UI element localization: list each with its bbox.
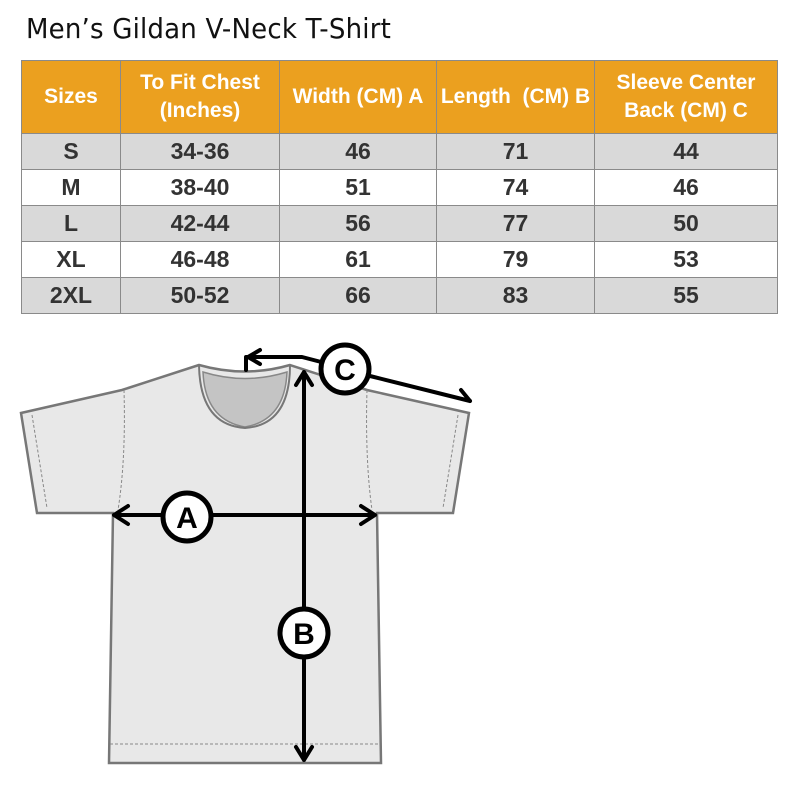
sleeve-arrow bbox=[244, 348, 472, 403]
label-a: A bbox=[176, 502, 198, 535]
header-chest: To Fit Chest (Inches) bbox=[120, 60, 280, 134]
cell-length: 77 bbox=[436, 205, 595, 242]
table-row: XL 46-48 61 79 53 bbox=[21, 241, 778, 278]
cell-chest: 50-52 bbox=[120, 277, 280, 314]
cell-size: S bbox=[21, 133, 121, 170]
header-length: Length (CM) B bbox=[436, 60, 595, 134]
cell-length: 83 bbox=[436, 277, 595, 314]
table-row: L 42-44 56 77 50 bbox=[21, 205, 778, 242]
table-row: 2XL 50-52 66 83 55 bbox=[21, 277, 778, 314]
cell-width: 51 bbox=[279, 169, 437, 206]
label-c-marker: C bbox=[318, 342, 372, 396]
header-sizes: Sizes bbox=[21, 60, 121, 134]
header-sleeve-label: Sleeve Center Back (CM) C bbox=[616, 70, 756, 122]
cell-width: 61 bbox=[279, 241, 437, 278]
header-sleeve: Sleeve Center Back (CM) C bbox=[594, 60, 778, 134]
cell-chest: 46-48 bbox=[120, 241, 280, 278]
cell-sleeve: 53 bbox=[594, 241, 778, 278]
cell-width: 56 bbox=[279, 205, 437, 242]
tshirt-outline bbox=[19, 363, 471, 765]
cell-length: 71 bbox=[436, 133, 595, 170]
cell-sleeve: 55 bbox=[594, 277, 778, 314]
label-b-marker: B bbox=[277, 606, 331, 660]
width-arrow bbox=[112, 504, 377, 526]
cell-chest: 38-40 bbox=[120, 169, 280, 206]
header-width: Width (CM) A bbox=[279, 60, 437, 134]
cell-length: 79 bbox=[436, 241, 595, 278]
table-row: S 34-36 46 71 44 bbox=[21, 133, 778, 170]
header-length-label: Length (CM) B bbox=[440, 84, 591, 108]
cell-size: 2XL bbox=[21, 277, 121, 314]
cell-sleeve: 44 bbox=[594, 133, 778, 170]
label-c: C bbox=[334, 354, 356, 387]
header-row: Sizes To Fit Chest (Inches) Width (CM) A… bbox=[21, 60, 778, 134]
length-arrow bbox=[294, 370, 314, 762]
cell-size: L bbox=[21, 205, 121, 242]
cell-width: 66 bbox=[279, 277, 437, 314]
cell-chest: 34-36 bbox=[120, 133, 280, 170]
cell-size: XL bbox=[21, 241, 121, 278]
cell-sleeve: 46 bbox=[594, 169, 778, 206]
label-b: B bbox=[293, 618, 315, 651]
size-table: Sizes To Fit Chest (Inches) Width (CM) A… bbox=[21, 60, 778, 314]
header-chest-label: To Fit Chest (Inches) bbox=[140, 70, 260, 122]
cell-sleeve: 50 bbox=[594, 205, 778, 242]
label-a-marker: A bbox=[160, 490, 214, 544]
chart-title: Men’s Gildan V-Neck T-Shirt bbox=[26, 12, 392, 45]
table-row: M 38-40 51 74 46 bbox=[21, 169, 778, 206]
cell-width: 46 bbox=[279, 133, 437, 170]
cell-chest: 42-44 bbox=[120, 205, 280, 242]
